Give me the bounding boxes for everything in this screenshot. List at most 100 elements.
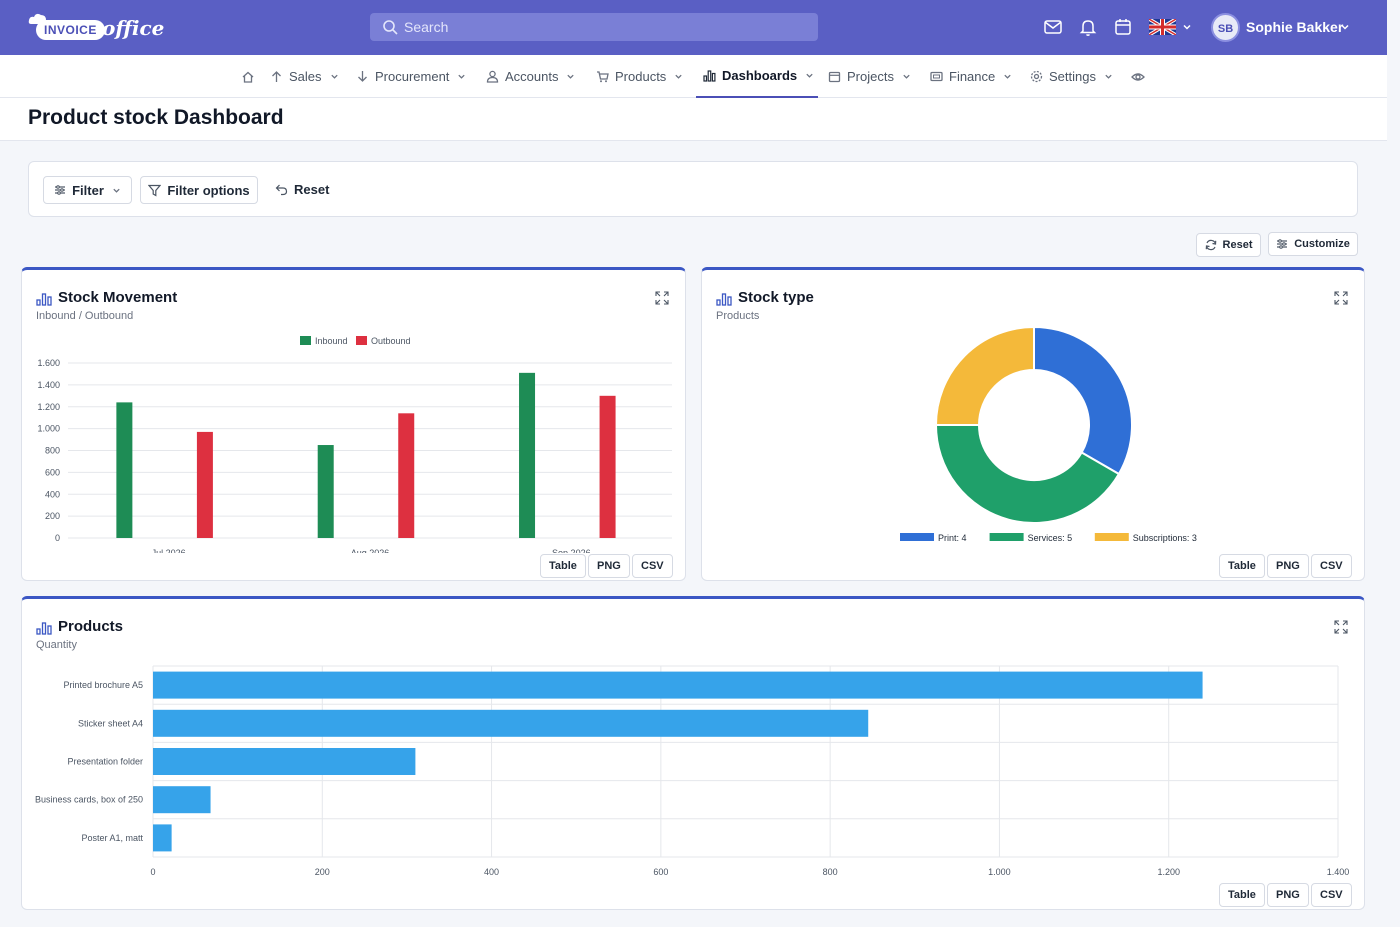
filter-options-button[interactable]: Filter options [140, 176, 258, 204]
products-title: Products [58, 618, 124, 635]
user-icon [486, 70, 499, 83]
bar-inbound [116, 402, 133, 538]
x-tick-label: Jul 2026 [152, 548, 186, 553]
table-button[interactable]: Table [1219, 554, 1265, 578]
png-button[interactable]: PNG [1267, 883, 1309, 907]
expand-icon[interactable] [655, 291, 669, 305]
cart-icon [597, 71, 609, 83]
nav-view[interactable] [1131, 55, 1151, 98]
y-tick-label: 1.400 [37, 380, 60, 390]
filter-button[interactable]: Filter [43, 176, 132, 204]
product-bar [153, 671, 1203, 699]
expand-icon[interactable] [1334, 620, 1348, 634]
customize-button[interactable]: Customize [1268, 232, 1358, 256]
calendar-icon[interactable] [1113, 17, 1133, 37]
y-tick-label: 1.600 [37, 358, 60, 368]
bar-inbound [519, 372, 536, 538]
product-bar [153, 748, 416, 775]
nav-dashboards[interactable]: Dashboards [696, 55, 818, 98]
calendar-icon [828, 71, 841, 83]
nav-finance[interactable]: Finance [930, 55, 1012, 98]
csv-button[interactable]: CSV [632, 554, 673, 578]
x-tick-label: 1.400 [1327, 867, 1350, 877]
bar-outbound [196, 431, 213, 538]
x-tick-label: 600 [653, 867, 668, 877]
chevron-down-icon [458, 74, 466, 79]
bell-icon[interactable] [1078, 17, 1098, 37]
table-button[interactable]: Table [540, 554, 586, 578]
stock-type-subtitle: Products [716, 310, 760, 322]
dashboard-reset-button[interactable]: Reset [1196, 233, 1261, 257]
chevron-down-icon [675, 74, 682, 79]
stock-movement-subtitle: Inbound / Outbound [36, 310, 134, 322]
nav-accounts-label: Accounts [505, 69, 559, 84]
stock-movement-panel: Stock Movement Inbound / Outbound 0 200 40… [21, 267, 686, 581]
nav-settings[interactable]: Settings [1030, 55, 1113, 98]
legend-swatch [300, 336, 311, 345]
sliders-icon [55, 185, 66, 195]
csv-button[interactable]: CSV [1311, 554, 1352, 578]
bar-outbound [398, 413, 415, 538]
chevron-down-icon [903, 74, 910, 79]
nav-sales-label: Sales [289, 69, 322, 84]
filter-card: Filter Filter options Reset [28, 161, 1358, 217]
nav-projects[interactable]: Projects [828, 55, 911, 98]
refresh-icon [1205, 239, 1216, 251]
chevron-down-icon [567, 74, 575, 79]
products-chart: 0 200 400 600 800 1.000 1.200 1.400 Printed broc… [35, 665, 1350, 877]
search-bar[interactable] [370, 13, 818, 41]
gear-icon [1030, 70, 1043, 83]
chevron-down-icon [806, 73, 813, 78]
y-tick-label: Business cards, box of 250 [35, 795, 143, 805]
x-tick-label: 200 [315, 867, 330, 877]
page-title: Product stock Dashboard [28, 106, 284, 129]
funnel-icon [148, 184, 162, 197]
legend-swatch [1094, 533, 1129, 541]
app-logo[interactable]: INVOICE office [28, 12, 164, 44]
filter-reset-button[interactable]: Reset [275, 182, 329, 197]
stock-movement-title: Stock Movement [58, 289, 178, 306]
x-tick-label: 1.000 [988, 867, 1011, 877]
nav-accounts[interactable]: Accounts [486, 55, 575, 98]
nav-home[interactable] [241, 55, 261, 98]
search-input[interactable] [404, 13, 804, 41]
table-button[interactable]: Table [1219, 883, 1265, 907]
bar-chart-icon [703, 70, 716, 82]
y-tick-label: 200 [45, 511, 60, 521]
arrow-down-icon [358, 71, 367, 82]
expand-icon[interactable] [1334, 291, 1348, 305]
filter-button-label: Filter [72, 182, 104, 198]
chevron-down-icon [1105, 74, 1112, 79]
csv-button[interactable]: CSV [1311, 883, 1352, 907]
product-bar [153, 824, 172, 852]
chevron-down-icon[interactable] [1182, 22, 1192, 32]
legend-swatch [356, 336, 367, 345]
user-menu-chevron-icon[interactable] [1340, 22, 1350, 32]
png-button[interactable]: PNG [1267, 554, 1309, 578]
nav-products[interactable]: Products [596, 55, 683, 98]
y-tick-label: Poster A1, matt [81, 833, 143, 843]
nav-dashboards-label: Dashboards [722, 68, 798, 83]
uk-flag-icon[interactable] [1149, 19, 1176, 35]
x-tick-label: 1.200 [1157, 867, 1180, 877]
nav-sales[interactable]: Sales [270, 55, 339, 98]
nav-procurement-label: Procurement [375, 69, 450, 84]
search-icon [383, 20, 398, 35]
x-tick-label: Sep 2026 [552, 548, 591, 553]
y-tick-label: 800 [45, 446, 60, 456]
y-tick-label: 1.000 [37, 424, 60, 434]
bar-inbound [317, 445, 334, 538]
mail-icon[interactable] [1043, 17, 1063, 37]
nav-procurement[interactable]: Procurement [356, 55, 466, 98]
stock-type-panel: Stock type Products Print: 4 Services: 5 S… [701, 267, 1365, 581]
png-button[interactable]: PNG [588, 554, 630, 578]
avatar[interactable]: SB [1211, 13, 1240, 42]
y-tick-label: Sticker sheet A4 [78, 718, 143, 728]
main-nav: Sales Procurement Accounts Products Dash… [0, 55, 1387, 98]
user-name[interactable]: Sophie Bakker [1246, 19, 1344, 35]
nav-finance-label: Finance [949, 69, 996, 84]
slice-print [1033, 325, 1133, 476]
top-bar: INVOICE office SB Sophie Bakker [0, 0, 1387, 55]
y-tick-label: 600 [45, 467, 60, 477]
x-tick-label: 800 [823, 867, 838, 877]
